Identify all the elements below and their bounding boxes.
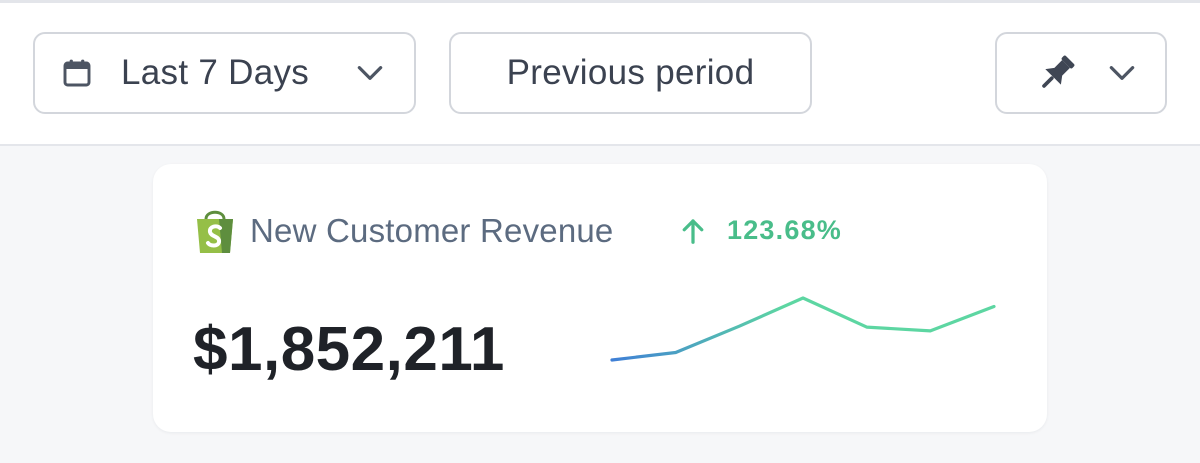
shopify-bag-icon — [197, 210, 233, 253]
chevron-down-icon — [1109, 66, 1135, 80]
change-percentage: 123.68% — [727, 215, 842, 245]
date-range-label: Last 7 Days — [121, 53, 310, 92]
date-range-dropdown[interactable]: Last 7 Days — [33, 32, 416, 114]
toolbar: Last 7 Days Previous period — [0, 0, 1200, 146]
calendar-icon — [63, 59, 91, 87]
metric-title: New Customer Revenue — [250, 212, 614, 249]
chevron-down-icon — [357, 66, 383, 80]
compare-period-label: Previous period — [506, 53, 755, 92]
sparkline-path — [610, 296, 996, 362]
metric-value: $1,852,211 — [193, 315, 505, 384]
revenue-sparkline — [610, 296, 996, 362]
compare-period-button[interactable]: Previous period — [449, 32, 812, 114]
arrow-up-icon — [682, 219, 704, 244]
metric-card[interactable]: New Customer Revenue 123.68% $1,852,211 — [153, 164, 1047, 432]
pin-dropdown[interactable] — [995, 32, 1167, 114]
pin-icon — [1042, 55, 1075, 88]
